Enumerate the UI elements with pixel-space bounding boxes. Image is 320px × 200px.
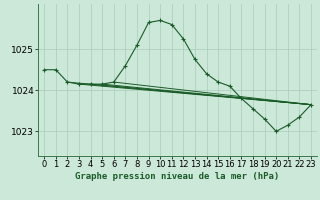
X-axis label: Graphe pression niveau de la mer (hPa): Graphe pression niveau de la mer (hPa) [76, 172, 280, 181]
